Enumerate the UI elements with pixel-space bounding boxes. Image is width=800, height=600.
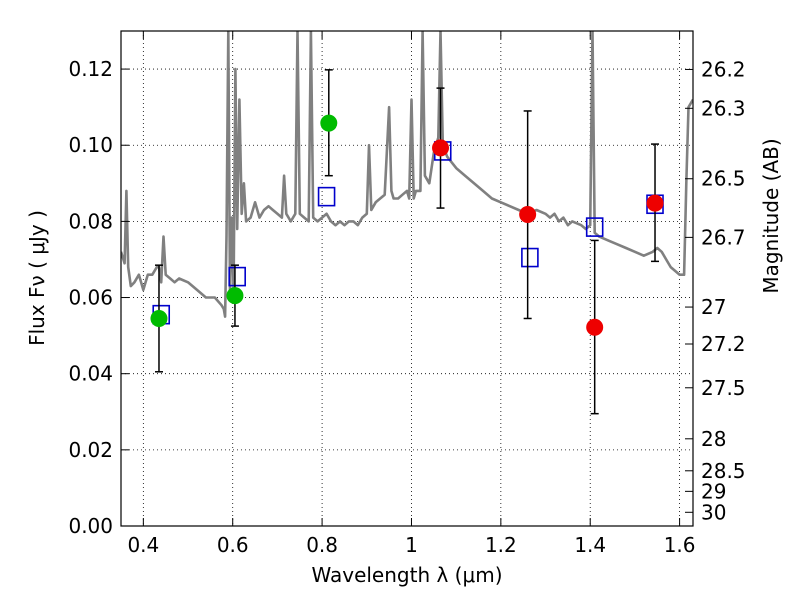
y-axis-right-label: Magnitude (AB) xyxy=(759,138,783,293)
observed-flux-point xyxy=(519,206,537,224)
observed-flux-point xyxy=(432,139,450,157)
x-tick-label: 1.4 xyxy=(574,533,606,557)
mag-tick-label: 30 xyxy=(701,500,726,524)
x-tick-label: 1.6 xyxy=(664,533,696,557)
x-tick-label: 0.8 xyxy=(306,533,338,557)
mag-tick-label: 26.7 xyxy=(701,225,746,249)
model-photometry-square xyxy=(228,266,246,287)
axis-layer: 0.4 0.6 0.8 1 1.2 1.4 1.6 0.00 0.02 0.04 0.06 0.08 0… xyxy=(68,31,746,557)
model-photometry-square xyxy=(317,186,336,207)
mag-tick-label: 26.5 xyxy=(701,167,746,191)
y-tick-label: 0.00 xyxy=(68,514,113,538)
mag-tick-label: 26.3 xyxy=(701,96,746,120)
x-tick-label: 0.6 xyxy=(217,533,249,557)
y-tick-label: 0.06 xyxy=(68,286,113,310)
y-axis-label: Flux Fν ( μJy ) xyxy=(25,210,49,346)
model-photometry-square xyxy=(585,217,604,237)
model-spectrum-line xyxy=(121,31,693,318)
mag-tick-label: 27.5 xyxy=(701,376,746,400)
x-tick-label: 1.2 xyxy=(485,533,517,557)
observed-flux-point xyxy=(150,309,168,327)
mag-tick-label: 27.2 xyxy=(701,332,746,356)
observed-flux-point xyxy=(226,287,244,305)
x-tick-label: 1 xyxy=(405,533,418,557)
plot-area xyxy=(121,31,693,318)
y-tick-label: 0.12 xyxy=(68,57,113,81)
mag-tick-label: 29 xyxy=(701,479,726,503)
y-tick-label: 0.02 xyxy=(68,438,113,462)
mag-tick-label: 27 xyxy=(701,295,726,319)
y-tick-label: 0.04 xyxy=(68,362,113,386)
x-tick-label: 0.4 xyxy=(127,533,159,557)
mag-tick-label: 28.5 xyxy=(701,459,746,483)
observed-flux-point xyxy=(586,318,604,336)
mag-tick-label: 28 xyxy=(701,427,726,451)
plot-frame xyxy=(120,30,694,527)
observed-flux-point xyxy=(320,114,338,132)
grid-lines xyxy=(121,31,693,527)
y-tick-label: 0.10 xyxy=(68,133,113,157)
model-photometry-square xyxy=(521,247,539,268)
observed-flux-point xyxy=(646,194,664,212)
x-axis-label: Wavelength λ (μm) xyxy=(311,563,502,587)
marker-layer xyxy=(150,69,664,415)
y-tick-label: 0.08 xyxy=(68,209,113,233)
mag-tick-label: 26.2 xyxy=(701,57,746,81)
